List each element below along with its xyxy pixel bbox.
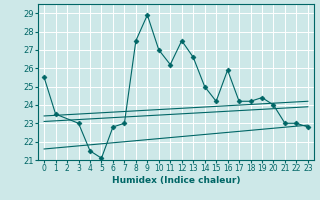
X-axis label: Humidex (Indice chaleur): Humidex (Indice chaleur) — [112, 176, 240, 185]
